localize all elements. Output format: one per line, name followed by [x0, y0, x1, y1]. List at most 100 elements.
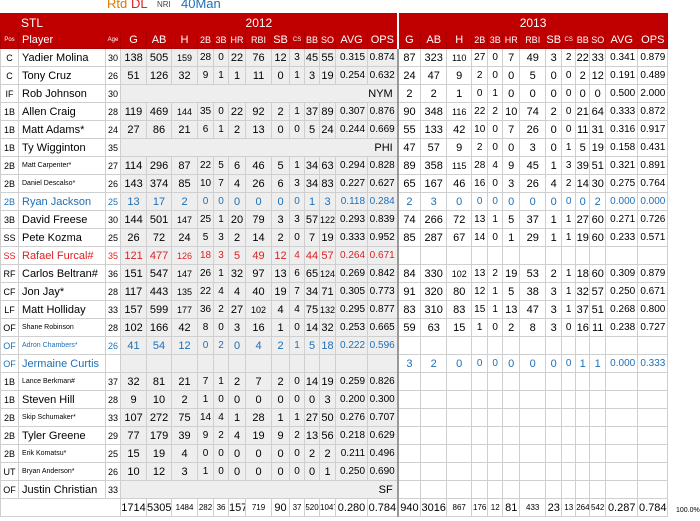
- total-cs-2012: 37: [289, 498, 306, 517]
- total-sb-2012: 90: [271, 498, 291, 517]
- stat-h-2013: 80: [446, 282, 473, 301]
- player-name: Adron Chambers*: [18, 336, 106, 355]
- player-position: 2B: [0, 444, 19, 463]
- stat-avg-2013: 0.316: [605, 120, 639, 139]
- col-ab-2013-header: AB: [420, 31, 448, 49]
- stat-cs-2012: 0: [289, 372, 306, 391]
- stat-ab-2013: 320: [420, 282, 448, 301]
- legend-40man: 40Man: [181, 0, 221, 11]
- stat-rbi-2012: 11: [245, 66, 273, 85]
- stat-ops-2012: 0.665: [367, 318, 399, 337]
- stat-g-2013: [396, 480, 422, 499]
- stat-avg-2013: 0.250: [605, 282, 639, 301]
- player-age: 24: [104, 120, 122, 139]
- roster-stats-table: STL 2012 2013 Pos Player Age G AB H 2B 3B HR RBI S…: [0, 13, 669, 517]
- stat-sb-2012: 19: [271, 282, 291, 301]
- stat-g-2012: 13: [120, 192, 148, 211]
- stat-ab-2013: 133: [420, 120, 448, 139]
- stat-so-2013: [589, 408, 607, 427]
- stat-ab-2013: [420, 408, 448, 427]
- stat-ops-2013: 0.726: [637, 210, 669, 229]
- stat-ab-2012: 166: [146, 318, 173, 337]
- player-position: OF: [0, 480, 19, 499]
- stat-bb-2012: 34: [304, 282, 321, 301]
- stat-ops-2013: 0.727: [637, 318, 669, 337]
- stat-so-2012: 19: [319, 228, 337, 247]
- stat-cs-2012: 0: [289, 390, 306, 409]
- stat-cs-2013: [561, 408, 577, 427]
- stat-bb-2012: 5: [304, 336, 321, 355]
- stat-g-2012: 138: [120, 48, 148, 67]
- team-note-2012: NYM: [120, 84, 399, 103]
- stat-ab-2012: 179: [146, 426, 173, 445]
- col-bb-2013-header: BB: [575, 31, 591, 49]
- stat-3b-2012: 3: [213, 228, 230, 247]
- col-player-header: Player: [18, 31, 106, 49]
- stat-so-2013: 51: [589, 300, 607, 319]
- stat-g-2013: 2: [396, 84, 422, 103]
- stat-cs-2013: 0: [561, 120, 577, 139]
- stat-h-2012: 39: [171, 426, 199, 445]
- stat-so-2012: 2: [319, 444, 337, 463]
- stat-avg-2013: [605, 444, 639, 463]
- stat-3b-2012: [213, 354, 230, 373]
- stat-g-2012: 143: [120, 174, 148, 193]
- player-age: 27: [104, 156, 122, 175]
- stat-hr-2012: 0: [228, 390, 247, 409]
- legend-rtd: Rtd: [107, 0, 128, 11]
- stat-ab-2012: 126: [146, 66, 173, 85]
- stat-hr-2012: 27: [228, 300, 247, 319]
- stat-h-2013: [446, 336, 473, 355]
- stat-h-2013: 9: [446, 66, 473, 85]
- stat-ops-2012: 0.773: [367, 282, 399, 301]
- stat-ab-2013: [420, 246, 448, 265]
- stat-sb-2012: 1: [271, 408, 291, 427]
- stat-ops-2013: [637, 462, 669, 481]
- stat-3b-2013: 0: [487, 66, 504, 85]
- stat-ops-2013: 0.917: [637, 120, 669, 139]
- stat-ops-2012: 0.284: [367, 192, 399, 211]
- stat-2b-2012: 28: [197, 48, 215, 67]
- stat-avg-2012: 0.200: [335, 390, 369, 409]
- stat-g-2012: 117: [120, 282, 148, 301]
- stat-bb-2013: 0: [575, 84, 591, 103]
- player-row: C Yadier Molina 30 138 505 159 28 0 22 76 12 3 45 55 0…: [0, 48, 669, 67]
- stat-h-2013: [446, 426, 473, 445]
- stat-hr-2012: 4: [228, 174, 247, 193]
- stat-hr-2012: 22: [228, 102, 247, 121]
- stat-hr-2012: 1: [228, 408, 247, 427]
- stat-bb-2012: 0: [304, 390, 321, 409]
- stat-g-2012: 121: [120, 246, 148, 265]
- stat-g-2012: 10: [120, 462, 148, 481]
- stat-so-2012: 18: [319, 336, 337, 355]
- total-avg-2013: 0.287: [605, 498, 639, 517]
- stat-g-2013: [396, 426, 422, 445]
- total-3b-2012: 36: [213, 498, 230, 517]
- stat-h-2013: 115: [446, 156, 473, 175]
- stat-ops-2012: 0.627: [367, 174, 399, 193]
- stat-2b-2012: 36: [197, 300, 215, 319]
- stat-3b-2013: [487, 480, 504, 499]
- stat-so-2013: 57: [589, 282, 607, 301]
- stat-avg-2012: 0.276: [335, 408, 369, 427]
- stat-avg-2013: 0.158: [605, 138, 639, 157]
- player-row: 2B Skip Schumaker* 33 107 272 75 14 4 1 28 1 1 27 50 0…: [0, 408, 669, 427]
- stat-ab-2012: 296: [146, 156, 173, 175]
- stat-so-2012: 56: [319, 426, 337, 445]
- player-name: Allen Craig: [18, 102, 106, 121]
- stat-hr-2013: 7: [502, 120, 521, 139]
- stat-ops-2013: 0.431: [637, 138, 669, 157]
- stat-avg-2012: 0.294: [335, 156, 369, 175]
- stat-g-2013: 91: [396, 282, 422, 301]
- stat-g-2013: 2: [396, 192, 422, 211]
- player-position: OF: [0, 354, 19, 373]
- stat-2b-2013: 15: [471, 300, 489, 319]
- stat-ab-2013: 310: [420, 300, 448, 319]
- stat-2b-2013: [471, 408, 489, 427]
- stat-avg-2012: 0.259: [335, 372, 369, 391]
- col-2b-2012-header: 2B: [197, 31, 215, 49]
- stat-avg-2013: 0.000: [605, 192, 639, 211]
- stat-avg-2013: 0.500: [605, 84, 639, 103]
- stat-cs-2012: 7: [289, 282, 306, 301]
- stat-cs-2013: 0: [561, 192, 577, 211]
